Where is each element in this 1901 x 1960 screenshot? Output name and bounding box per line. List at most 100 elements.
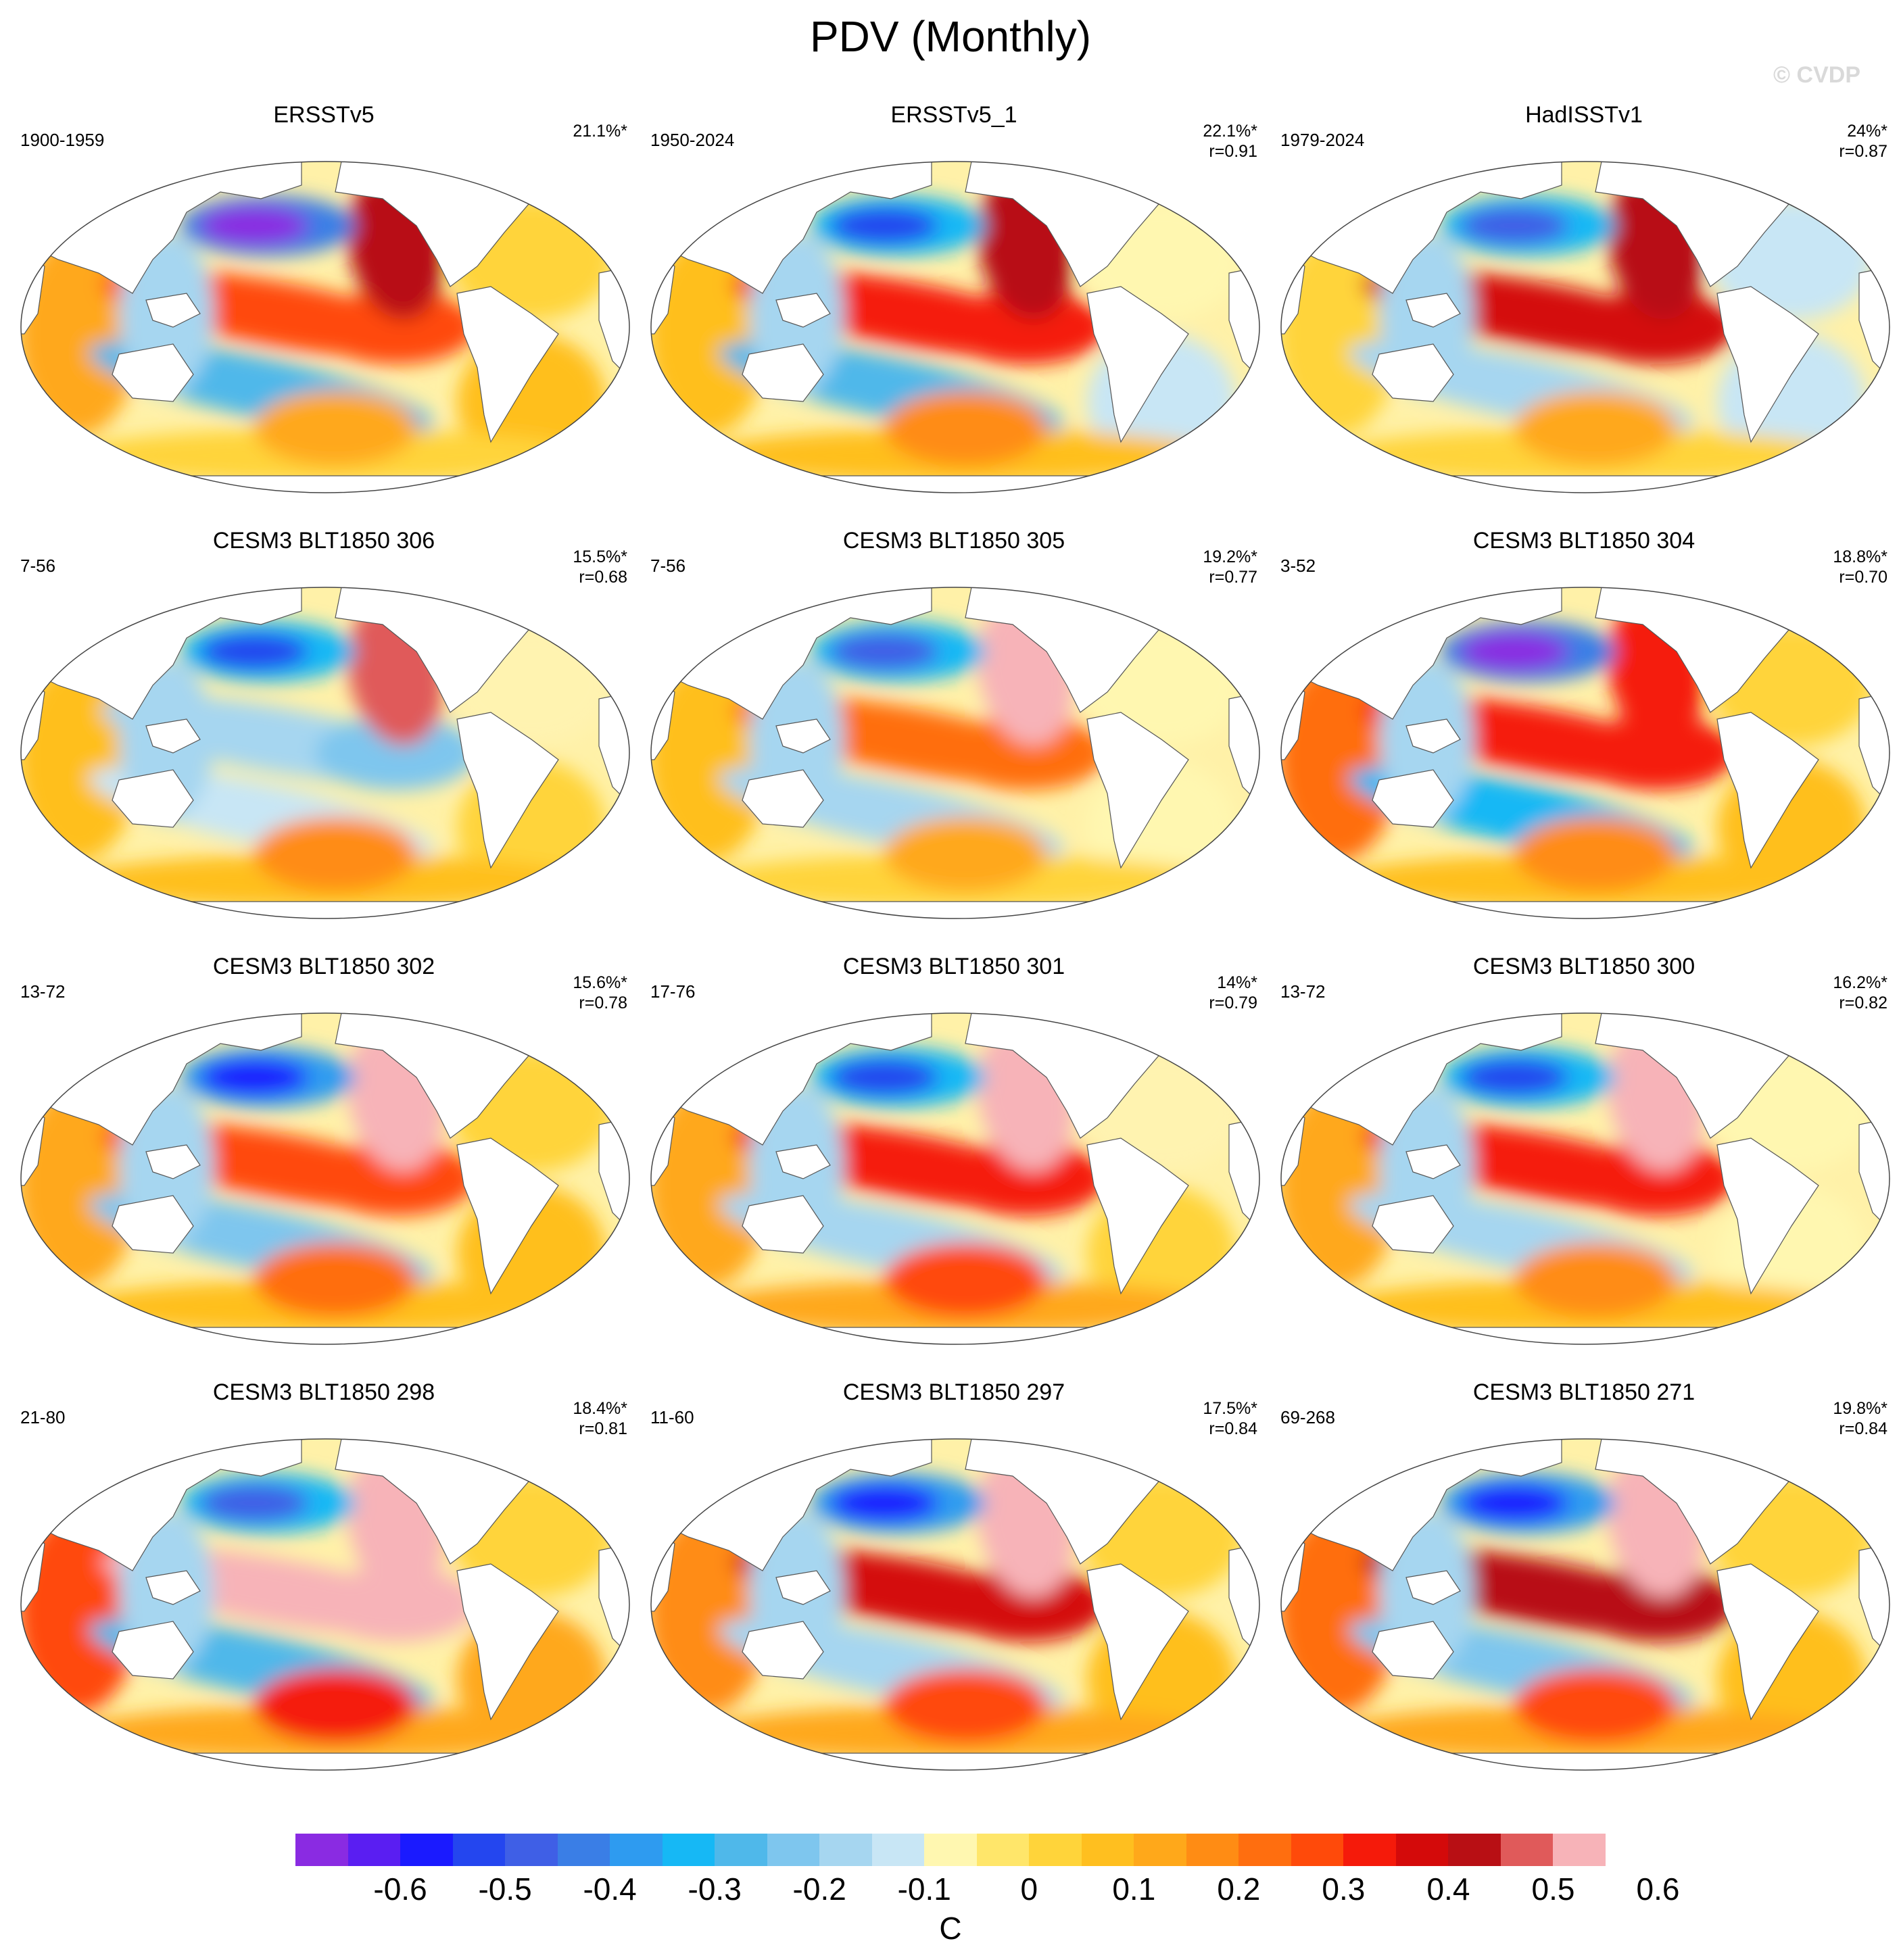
eastern-pacific-core — [315, 1567, 477, 1642]
north-pacific-core — [200, 1058, 308, 1096]
north-pacific-core — [200, 207, 308, 245]
panel-title: CESM3 BLT1850 305 — [842, 528, 1065, 554]
south-pacific-warm-pool — [1514, 391, 1677, 466]
colorbar-swatch — [715, 1834, 767, 1866]
south-america — [1716, 712, 1819, 869]
colorbar-tick-labels: -0.6 -0.5 -0.4 -0.3 -0.2 -0.1 0 0.1 0.2 0.3 0.4 0.5… — [295, 1871, 1679, 1911]
maritime-continent — [145, 718, 201, 754]
map-border — [650, 1012, 1260, 1345]
panel-variance: 24%* — [1847, 122, 1887, 141]
eastern-pacific-core — [945, 716, 1107, 790]
north-pacific-core — [200, 633, 308, 670]
panel-years: 13-72 — [1280, 981, 1326, 1002]
panel-years: 3-52 — [1280, 556, 1316, 576]
panel-variance: 19.8%* — [1833, 1399, 1887, 1418]
panel-map — [18, 584, 633, 922]
panel-correlation: r=0.84 — [1209, 1419, 1257, 1438]
north-america — [335, 1013, 629, 1139]
north-america — [335, 162, 629, 287]
north-america — [1595, 587, 1890, 713]
maritime-continent — [775, 293, 831, 328]
panel-title: CESM3 BLT1850 298 — [212, 1379, 435, 1405]
map-border — [20, 587, 630, 919]
map-panel: CESM3 BLT1850 301 17-76 14%* r=0.79 — [640, 953, 1268, 1392]
colorbar-swatch — [1343, 1834, 1396, 1866]
colorbar-swatch — [347, 1834, 401, 1866]
australia — [1372, 1195, 1454, 1254]
south-america — [1716, 1563, 1819, 1721]
panel-correlation: r=0.84 — [1839, 1419, 1887, 1438]
map-9 — [20, 1438, 630, 1771]
south-pacific-warm-pool — [1514, 817, 1677, 891]
australia — [742, 1621, 824, 1680]
map-border — [1280, 1438, 1890, 1771]
panel-title: ERSSTv5 — [273, 102, 375, 128]
maritime-continent — [775, 1570, 831, 1605]
australia — [112, 1621, 194, 1680]
north-america — [965, 1013, 1259, 1139]
map-border — [1280, 161, 1890, 493]
maritime-continent — [1405, 1570, 1461, 1605]
eastern-pacific-core — [1575, 1567, 1737, 1642]
australia — [1372, 769, 1454, 828]
eastern-pacific-core — [315, 1142, 477, 1216]
eastern-pacific-core — [945, 1142, 1107, 1216]
panel-title: ERSSTv5_1 — [890, 102, 1017, 128]
panel-title: CESM3 BLT1850 301 — [842, 954, 1065, 979]
south-pacific-warm-pool — [254, 1669, 416, 1743]
figure-title: PDV (Monthly) — [809, 12, 1092, 61]
colorbar-tick-label: 0.2 — [1217, 1871, 1261, 1907]
panel-correlation: r=0.70 — [1839, 568, 1887, 587]
south-america — [456, 286, 559, 443]
colorbar-swatch — [1500, 1834, 1554, 1866]
panel-correlation: r=0.81 — [579, 1419, 627, 1438]
watermark: © CVDP — [1773, 62, 1860, 88]
map-panel: ERSSTv5_1 1950-2024 22.1%* r=0.91 — [640, 101, 1268, 541]
south-pacific-warm-pool — [254, 1243, 416, 1317]
colorbar-swatch — [1395, 1834, 1449, 1866]
panel-map — [18, 1010, 633, 1348]
colorbar-swatch — [924, 1834, 977, 1866]
panel-title: CESM3 BLT1850 306 — [212, 528, 435, 554]
panel-title: CESM3 BLT1850 297 — [842, 1379, 1065, 1405]
panel-title: CESM3 BLT1850 304 — [1472, 528, 1695, 554]
panel-variance: 19.2%* — [1203, 547, 1257, 566]
panel-years: 7-56 — [20, 556, 56, 576]
map-border — [650, 161, 1260, 493]
map-panel: CESM3 BLT1850 306 7-56 15.5%* r=0.68 — [9, 527, 638, 966]
colorbar-swatch — [1291, 1834, 1344, 1866]
maritime-continent — [145, 1570, 201, 1605]
south-america — [1086, 1563, 1189, 1721]
australia — [1372, 1621, 1454, 1680]
map-1 — [650, 161, 1260, 493]
eastern-pacific-core — [315, 290, 477, 364]
map-6 — [20, 1012, 630, 1345]
panel-map — [1278, 158, 1893, 496]
panel-map — [18, 158, 633, 496]
colorbar-tick-label: -0.4 — [583, 1871, 637, 1907]
colorbar-swatch — [871, 1834, 925, 1866]
panel-map — [1278, 584, 1893, 922]
australia — [742, 1195, 824, 1254]
map-border — [650, 587, 1260, 919]
south-pacific-warm-pool — [1514, 1669, 1677, 1743]
map-8 — [1280, 1012, 1890, 1345]
south-america — [1086, 712, 1189, 869]
maritime-continent — [145, 293, 201, 328]
panel-title: CESM3 BLT1850 302 — [212, 954, 435, 979]
colorbar-unit: C — [939, 1911, 962, 1946]
north-america — [965, 162, 1259, 287]
north-america — [335, 1439, 629, 1565]
colorbar-swatch — [1029, 1834, 1082, 1866]
colorbar-swatch — [557, 1834, 610, 1866]
eastern-pacific-core — [1575, 290, 1737, 364]
panel-correlation: r=0.78 — [579, 994, 627, 1012]
australia — [1372, 343, 1454, 402]
colorbar-tick-label: 0.6 — [1636, 1871, 1680, 1907]
panel-correlation: r=0.87 — [1839, 142, 1887, 161]
panel-variance: 17.5%* — [1203, 1399, 1257, 1418]
maritime-continent — [1405, 718, 1461, 754]
colorbar-tick-label: -0.2 — [792, 1871, 846, 1907]
panel-map — [648, 1010, 1263, 1348]
north-america — [1595, 1013, 1890, 1139]
